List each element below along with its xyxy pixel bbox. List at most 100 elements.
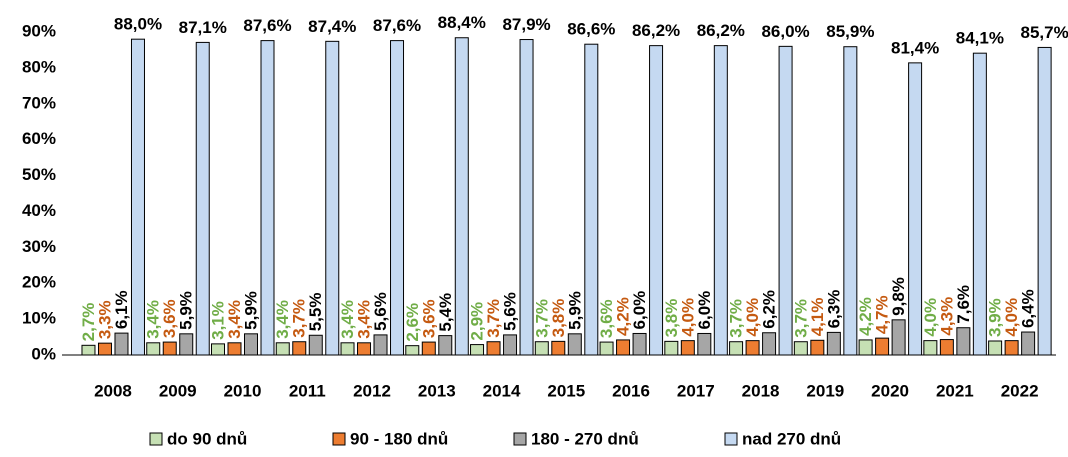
data-label: 4,7% [873,295,892,334]
bar [729,341,744,356]
data-label: 3,7% [727,299,746,338]
data-label: 5,9% [565,291,584,330]
bar [195,41,210,356]
data-label: 88,0% [114,15,162,34]
x-tick-label: 2010 [224,381,262,400]
x-tick-label: 2015 [547,381,585,400]
data-label: 84,1% [956,29,1004,48]
data-label: 6,3% [824,290,843,329]
data-label: 3,6% [160,299,179,338]
data-label: 3,8% [549,299,568,338]
bar [713,45,728,356]
data-label: 3,9% [986,298,1005,337]
legend-label: 180 - 270 dnů [531,429,639,448]
bar [81,344,96,356]
bar [923,340,938,356]
data-label: 87,9% [502,15,550,34]
data-label: 6,0% [630,291,649,330]
y-tick-label: 20% [22,273,56,292]
data-label: 4,2% [614,297,633,336]
bar [373,334,388,356]
bar [390,40,405,356]
x-tick-label: 2017 [677,381,715,400]
data-label: 85,9% [826,22,874,41]
bar [130,38,145,356]
bar [260,40,275,356]
data-label: 5,6% [501,292,520,331]
data-label: 4,0% [743,298,762,337]
data-label: 3,8% [662,299,681,338]
bar [908,62,923,356]
data-label: 4,1% [808,298,827,337]
bar [405,345,420,356]
data-label: 86,2% [632,21,680,40]
y-tick-label: 70% [22,93,56,112]
bar [503,334,518,356]
bar [162,341,177,356]
data-label: 5,9% [177,291,196,330]
data-label: 5,4% [436,293,455,332]
x-tick-label: 2008 [94,381,132,400]
y-tick-label: 10% [22,309,56,328]
data-label: 3,3% [95,300,114,339]
bar [891,319,906,356]
x-tick-label: 2020 [871,381,909,400]
bar [275,342,290,356]
bar [325,40,340,356]
bar [97,342,112,356]
data-label: 3,4% [355,300,374,339]
x-tick-label: 2013 [418,381,456,400]
bar [584,43,599,356]
data-label: 3,6% [419,299,438,338]
legend-swatch [332,432,346,446]
bar [357,342,372,356]
bar [599,341,614,356]
bar [1004,340,1019,356]
bar [292,341,307,356]
bar [519,39,534,356]
x-tick-label: 2012 [353,381,391,400]
data-label: 4,0% [678,298,697,337]
bar [551,340,566,356]
bar [438,335,453,356]
data-label: 5,9% [241,291,260,330]
data-label: 3,4% [225,300,244,339]
bar [308,334,323,356]
legend-label: nad 270 dnů [742,429,841,448]
bar [762,332,777,356]
bar [211,343,225,356]
y-tick-label: 50% [22,165,56,184]
bar [454,37,469,356]
data-label: 6,1% [112,290,131,329]
data-label: 3,4% [144,300,163,339]
x-tick-label: 2009 [159,381,197,400]
y-tick-label: 0% [31,344,56,363]
bar [664,340,679,356]
bar [939,339,954,356]
data-label: 9,8% [889,277,908,316]
data-label: 5,5% [306,293,325,332]
data-label: 87,1% [179,18,227,37]
data-label: 3,1% [208,301,227,340]
data-label: 86,2% [697,21,745,40]
data-label: 3,6% [597,299,616,338]
bar [616,339,631,356]
data-label: 88,4% [438,13,486,32]
bar [843,46,858,356]
bar [114,332,129,356]
bar [340,342,355,356]
x-tick-label: 2022 [1001,381,1039,400]
data-label: 5,6% [371,292,390,331]
legend-label: 90 - 180 dnů [350,429,448,448]
data-label: 6,2% [760,290,779,329]
bar [972,52,987,356]
data-label: 4,3% [937,297,956,336]
bar [146,342,161,356]
bar [875,337,890,356]
data-label: 86,6% [567,20,615,39]
bar [1021,331,1036,356]
bar [486,341,501,356]
bar [810,339,825,356]
data-label: 7,6% [954,285,973,324]
